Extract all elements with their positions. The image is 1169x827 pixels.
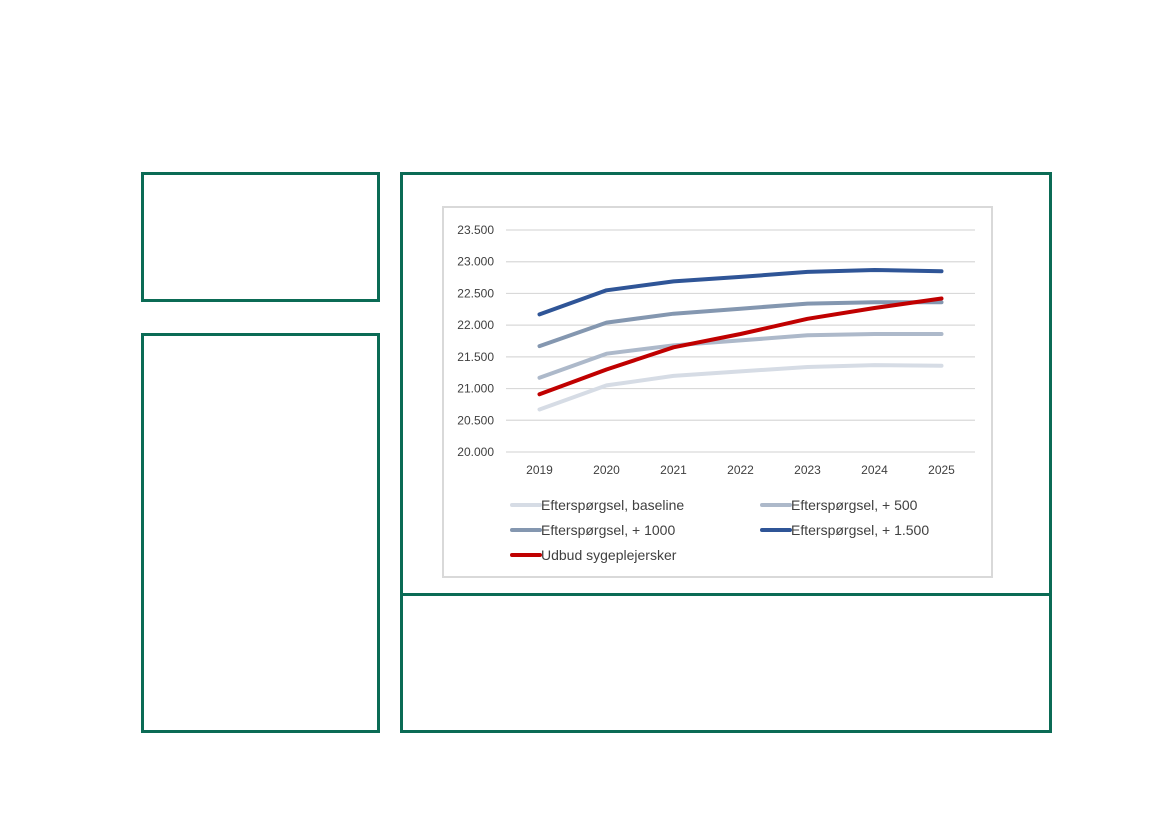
bottom-panel	[400, 593, 1052, 733]
chart-area	[442, 206, 993, 578]
left-top-panel	[141, 172, 380, 302]
left-bottom-panel	[141, 333, 380, 733]
